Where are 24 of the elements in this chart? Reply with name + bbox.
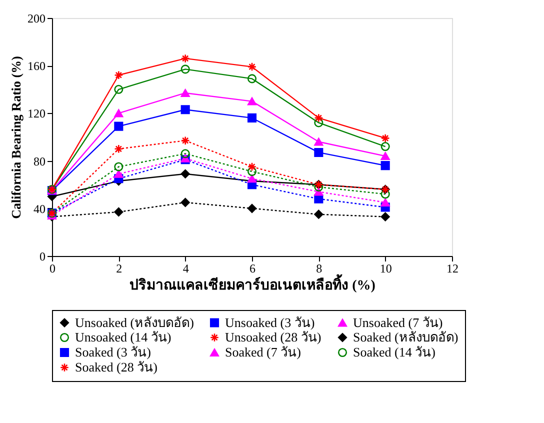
y-tick-label: 40: [34, 202, 46, 216]
legend-label: Soaked (14 วัน): [353, 344, 436, 360]
y-axis-title: California Bearing Ratio (%): [8, 56, 24, 219]
x-tick-label: 12: [446, 262, 458, 276]
legend-label: Soaked (28 วัน): [75, 360, 158, 374]
x-tick-label: 10: [380, 262, 392, 276]
legend-label: Unsoaked (14 วัน): [75, 330, 172, 344]
legend-label: Soaked (3 วัน): [75, 344, 151, 360]
x-tick-label: 8: [316, 262, 322, 276]
y-tick-label: 200: [28, 12, 46, 26]
y-tick-label: 120: [28, 106, 46, 121]
x-tick-label: 0: [50, 262, 56, 276]
legend-label: Unsoaked (7 วัน): [353, 314, 443, 330]
legend-label: Unsoaked (28 วัน): [225, 330, 322, 344]
legend-label: Unsoaked (3 วัน): [225, 314, 315, 330]
legend-label: Unsoaked (หลังบดอัด): [75, 314, 194, 330]
legend-label: Soaked (หลังบดอัด): [353, 330, 458, 344]
x-tick-label: 2: [116, 262, 122, 276]
legend-label: Soaked (7 วัน): [225, 344, 301, 360]
y-tick-label: 80: [34, 154, 46, 168]
y-tick-label: 0: [40, 250, 46, 264]
x-tick-label: 6: [250, 262, 256, 276]
y-tick-label: 160: [28, 59, 46, 74]
x-tick-label: 4: [182, 262, 189, 276]
